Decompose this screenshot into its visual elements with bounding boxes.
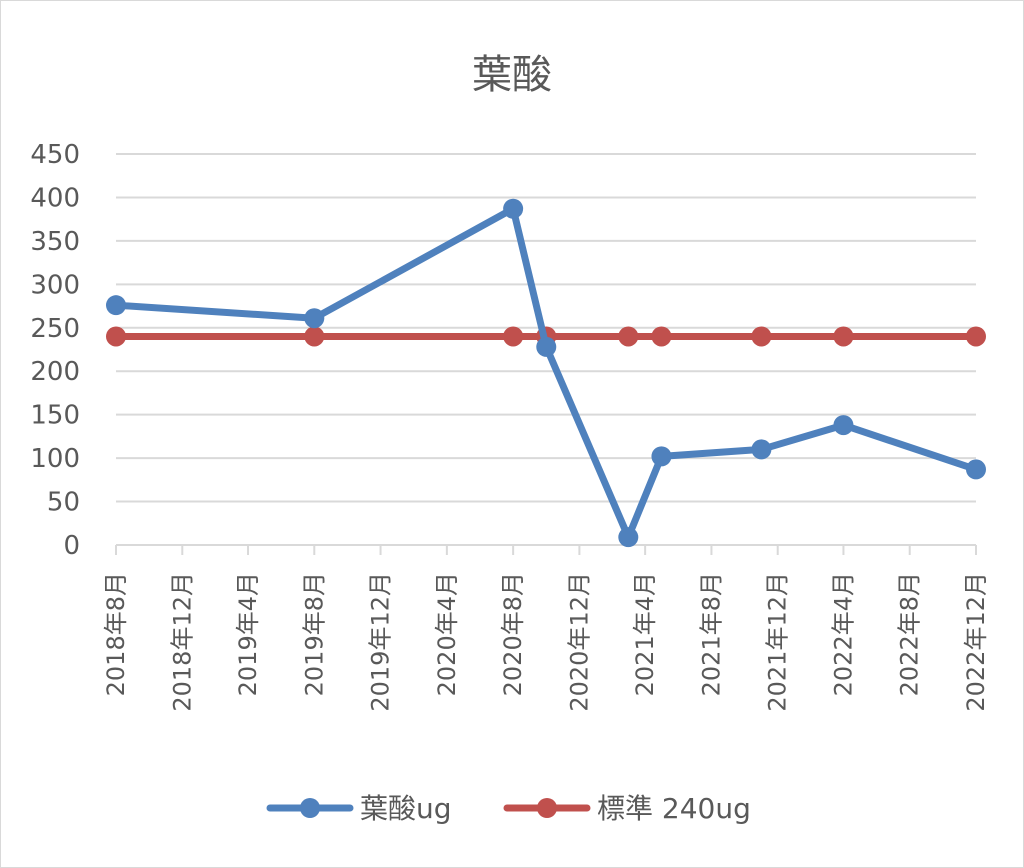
data-point [503, 198, 524, 219]
x-tick-label: 2018年8月 [102, 572, 130, 696]
x-tick-label: 2020年8月 [499, 572, 527, 696]
data-point [751, 439, 772, 460]
data-point [833, 326, 854, 347]
x-tick-label: 2021年12月 [764, 572, 792, 712]
x-tick-label: 2018年12月 [168, 572, 196, 712]
series-line-1 [112, 205, 980, 541]
data-point [966, 326, 986, 347]
legend: 葉酸ug 標準 240ug [266, 792, 751, 825]
x-tick-label: 2022年12月 [962, 572, 990, 712]
y-tick-label: 0 [63, 531, 80, 561]
x-tick-label: 2019年8月 [300, 572, 328, 696]
x-tick-label: 2022年8月 [896, 572, 924, 696]
x-tick-label: 2021年4月 [631, 572, 659, 696]
data-point [503, 326, 524, 347]
y-tick-label: 450 [30, 140, 80, 170]
y-tick-label: 200 [30, 357, 80, 387]
data-point [304, 308, 325, 329]
data-point [106, 295, 126, 316]
x-tick-label: 2022年4月 [829, 572, 857, 696]
legend-label: 標準 240ug [597, 792, 751, 825]
data-point [751, 326, 772, 347]
data-point [536, 336, 557, 357]
legend-swatch-marker [300, 798, 320, 818]
data-point [618, 326, 639, 347]
y-axis-ticks: 0 50 100 150 200 250 300 350 400 450 [30, 140, 80, 561]
y-tick-label: 50 [47, 488, 80, 518]
x-tick-label: 2020年12月 [565, 572, 593, 712]
y-tick-label: 400 [30, 183, 80, 213]
data-point [651, 326, 672, 347]
series-layer [106, 198, 986, 548]
legend-label: 葉酸ug [360, 792, 452, 825]
data-point [618, 527, 639, 548]
data-point [833, 415, 854, 436]
x-tick-label: 2019年12月 [367, 572, 395, 712]
y-tick-label: 100 [30, 444, 80, 474]
x-axis: 2018年8月 2018年12月 2019年4月 2019年8月 2019年12月 202… [102, 544, 990, 712]
data-point [651, 446, 672, 467]
y-tick-label: 150 [30, 401, 80, 431]
y-tick-label: 300 [30, 270, 80, 300]
data-point [106, 326, 126, 347]
x-tick-label: 2020年4月 [433, 572, 461, 696]
legend-swatch-marker [537, 798, 557, 818]
chart-title: 葉酸 [472, 52, 552, 98]
data-point [966, 459, 986, 480]
x-tick-label: 2021年8月 [697, 572, 725, 696]
y-tick-label: 350 [30, 227, 80, 257]
data-point [304, 326, 325, 347]
x-tick-label: 2019年4月 [234, 572, 262, 696]
y-tick-label: 250 [30, 314, 80, 344]
